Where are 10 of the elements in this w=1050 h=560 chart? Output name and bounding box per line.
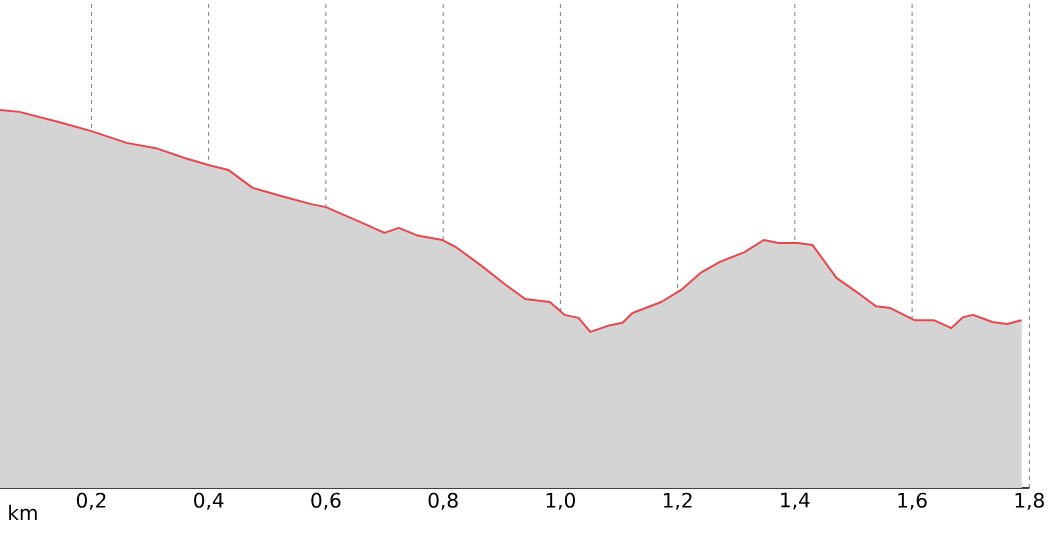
x-tick-label: 1,6 (898, 492, 927, 510)
x-tick-label: 0,6 (311, 492, 341, 510)
x-tick-label: 1,0 (546, 492, 575, 510)
x-tick-label: 0,4 (194, 492, 224, 510)
x-tick-label: 1,4 (781, 492, 810, 510)
x-axis-title: km (9, 504, 37, 520)
x-tick-label: 0,8 (428, 492, 458, 510)
x-tick-label: 1,8 (1015, 492, 1044, 510)
x-tick-label: 0,2 (76, 492, 106, 510)
x-tick-label: 1,2 (663, 492, 692, 510)
